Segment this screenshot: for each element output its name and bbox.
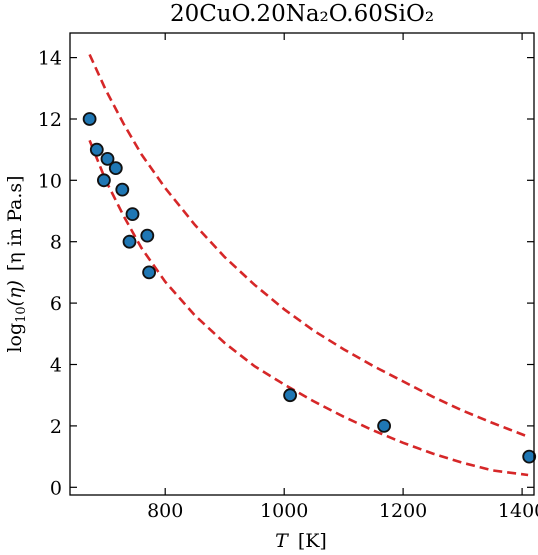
- y-tick-label: 4: [50, 355, 62, 377]
- x-axis-symbol: T: [275, 530, 289, 552]
- plot-area: [82, 53, 537, 477]
- y-tick-label: 12: [38, 109, 62, 131]
- y-tick-label: 2: [50, 416, 62, 438]
- x-tick-label: 1200: [379, 500, 427, 522]
- upper-bound-curve: [88, 53, 529, 438]
- data-point: [125, 207, 140, 222]
- x-tick-label: 1000: [260, 500, 308, 522]
- x-axis-unit: [K]: [298, 530, 327, 552]
- y-tick-label: 14: [38, 48, 62, 70]
- data-point: [108, 161, 123, 176]
- y-axis-unit: [η in Pa.s]: [4, 175, 26, 271]
- data-point: [122, 234, 137, 249]
- y-tick-label: 6: [50, 293, 62, 315]
- y-axis-label: log10(η) [η in Pa.s]: [4, 175, 29, 352]
- lower-bound-curve: [88, 139, 529, 477]
- chart-title: 20CuO.20Na₂O.60SiO₂: [170, 1, 434, 27]
- data-point: [377, 418, 392, 433]
- y-axis-log: log: [4, 323, 26, 353]
- data-point: [115, 182, 130, 197]
- x-tick-label: 800: [147, 500, 183, 522]
- y-tick-label: 0: [50, 477, 62, 499]
- y-axis-eta: (η): [4, 280, 26, 306]
- data-point: [283, 388, 298, 403]
- y-tick-label: 8: [50, 232, 62, 254]
- data-point: [142, 265, 157, 280]
- y-tick-label: 10: [38, 170, 62, 192]
- data-point: [97, 173, 111, 188]
- data-point: [89, 142, 104, 157]
- axes-frame: [69, 32, 535, 496]
- data-point: [522, 449, 537, 464]
- data-point: [100, 151, 115, 166]
- data-point: [140, 228, 155, 243]
- data-point: [82, 112, 97, 126]
- x-axis-label: T [K]: [275, 530, 327, 552]
- y-axis-log-base: 10: [14, 306, 29, 323]
